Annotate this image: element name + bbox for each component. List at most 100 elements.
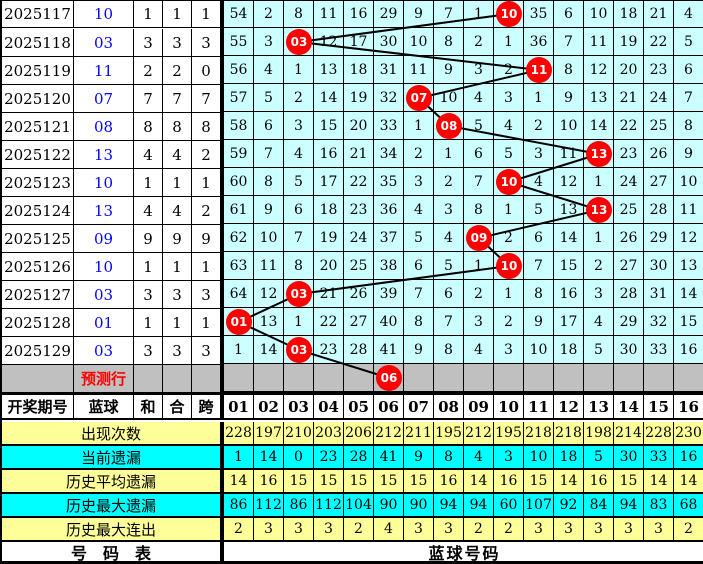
stats-value-cell: 14 xyxy=(674,470,703,492)
combined-cell: 7 xyxy=(163,85,192,113)
stats-value-cell: 2 xyxy=(464,518,494,540)
stats-value-cell: 92 xyxy=(554,494,584,516)
span-cell: 7 xyxy=(192,85,220,113)
omission-cell: 2 xyxy=(434,168,464,196)
footer-blue-numbers-label: 蓝球号码 xyxy=(428,543,501,563)
omission-cell: 22 xyxy=(344,168,374,196)
period-cell: 2025123 xyxy=(2,169,74,197)
stats-value-cell: 0 xyxy=(284,446,314,468)
omission-cell: 32 xyxy=(644,308,674,336)
left-table-row: 2025128 01 1 1 1 xyxy=(2,309,220,337)
stats-value-cell: 104 xyxy=(344,494,374,516)
combined-cell: 3 xyxy=(163,337,192,365)
omission-cell: 2 xyxy=(284,84,314,112)
omission-cell: 16 xyxy=(314,140,344,168)
omission-cell: 7 xyxy=(674,84,703,112)
omission-cell: 40 xyxy=(374,308,404,336)
omission-cell: 9 xyxy=(524,308,554,336)
omission-cell: 5 xyxy=(434,252,464,280)
column-header-cell: 02 xyxy=(254,395,284,418)
stats-value-cell: 3 xyxy=(434,518,464,540)
stats-value-cell: 2 xyxy=(224,518,254,540)
stats-value-cell: 10 xyxy=(524,446,554,468)
left-table-rows: 2025117 10 1 1 1 2025118 03 3 3 3 2025119 11 2 2 0 2025… xyxy=(2,1,220,393)
omission-cell xyxy=(464,364,494,392)
omission-cell: 25 xyxy=(644,112,674,140)
omission-cell: 1 xyxy=(284,56,314,84)
stats-value-cell: 197 xyxy=(254,422,284,444)
sum-cell: 4 xyxy=(134,141,163,169)
omission-cell: 13 xyxy=(554,196,584,224)
stats-value-cell: 8 xyxy=(434,446,464,468)
stats-value-cell: 14 xyxy=(554,470,584,492)
omission-cell: 38 xyxy=(374,252,404,280)
omission-cell: 13 xyxy=(254,308,284,336)
omission-cell: 12 xyxy=(254,280,284,308)
omission-cell: 1 xyxy=(524,84,554,112)
stats-value-cell: 211 xyxy=(404,422,434,444)
omission-cell: 9 xyxy=(674,140,703,168)
omission-cell: 21 xyxy=(344,140,374,168)
grid-row: 61 9 6 18 23 36 4 3 8 1 5 13 25 28 11 xyxy=(224,196,703,224)
omission-cell: 14 xyxy=(314,84,344,112)
column-header-cell: 15 xyxy=(644,395,674,418)
sum-cell: 1 xyxy=(134,253,163,281)
omission-cell xyxy=(284,28,314,56)
omission-cell: 6 xyxy=(464,140,494,168)
span-cell: 3 xyxy=(192,337,220,365)
omission-cell: 3 xyxy=(284,112,314,140)
omission-cell: 1 xyxy=(434,140,464,168)
blue-ball-cell: 03 xyxy=(74,337,134,365)
column-header-cell: 01 xyxy=(224,395,254,418)
omission-cell: 8 xyxy=(254,168,284,196)
left-table: 2025117 10 1 1 1 2025118 03 3 3 3 2025119 11 2 2 0 2025… xyxy=(2,0,224,393)
blue-ball-cell: 13 xyxy=(74,141,134,169)
omission-cell: 22 xyxy=(314,308,344,336)
omission-cell: 20 xyxy=(314,252,344,280)
omission-cell: 22 xyxy=(614,112,644,140)
omission-cell: 1 xyxy=(464,252,494,280)
header-span: 跨 xyxy=(198,398,214,416)
period-cell: 2025128 xyxy=(2,309,74,337)
omission-cell: 57 xyxy=(224,84,254,112)
stats-label: 当前遗漏 xyxy=(2,446,224,468)
span-cell: 0 xyxy=(192,57,220,85)
omission-cell: 18 xyxy=(344,56,374,84)
omission-cell: 21 xyxy=(314,280,344,308)
stats-label: 历史最大连出 xyxy=(2,518,224,540)
column-header-cell: 14 xyxy=(614,395,644,418)
omission-cell: 19 xyxy=(614,28,644,56)
stats-value-cell: 16 xyxy=(254,470,284,492)
column-header-cell: 12 xyxy=(554,395,584,418)
stats-value-cell: 206 xyxy=(344,422,374,444)
stats-value-cell: 23 xyxy=(314,446,344,468)
stats-value-cell: 94 xyxy=(614,494,644,516)
stats-values: 14 16 15 15 15 15 15 16 14 16 15 14 16 15 14 14 xyxy=(224,470,703,492)
left-table-row: 2025129 03 3 3 3 xyxy=(2,337,220,365)
omission-cell: 33 xyxy=(374,112,404,140)
omission-cell: 6 xyxy=(254,112,284,140)
omission-cell xyxy=(494,364,524,392)
stats-values: 228 197 210 203 206 212 211 195 212 195 218 218 198 2… xyxy=(224,422,703,444)
omission-cell: 6 xyxy=(554,1,584,28)
stats-values: 86 112 86 112 104 90 90 94 94 60 107 92 84 94 83 68 xyxy=(224,494,703,516)
span-cell: 2 xyxy=(192,197,220,225)
omission-cell: 20 xyxy=(614,56,644,84)
grid-row: 58 6 3 15 20 33 1 5 4 2 10 14 22 25 8 xyxy=(224,112,703,140)
omission-cell xyxy=(614,364,644,392)
omission-cell: 2 xyxy=(494,308,524,336)
column-header-cell: 06 xyxy=(374,395,404,418)
omission-cell: 31 xyxy=(644,280,674,308)
omission-cell: 8 xyxy=(674,112,703,140)
stats-value-cell: 228 xyxy=(224,422,254,444)
omission-cell: 13 xyxy=(584,84,614,112)
period-cell: 2025129 xyxy=(2,337,74,365)
omission-cell: 16 xyxy=(344,1,374,28)
stats-value-cell: 84 xyxy=(584,494,614,516)
omission-cell: 19 xyxy=(314,224,344,252)
omission-cell: 27 xyxy=(614,252,644,280)
omission-cell: 31 xyxy=(374,56,404,84)
stats-value-cell: 212 xyxy=(374,422,404,444)
omission-cell: 2 xyxy=(464,28,494,56)
